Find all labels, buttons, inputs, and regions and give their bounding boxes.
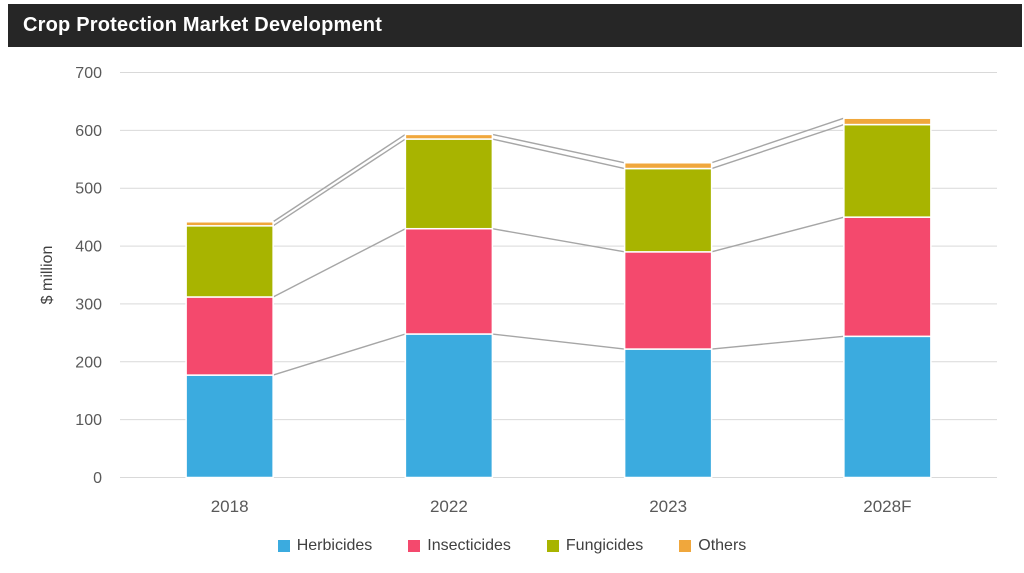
- y-tick-label: 500: [75, 181, 102, 198]
- bar-segment-insecticides-2022: [404, 227, 494, 335]
- y-tick-label: 0: [93, 470, 102, 487]
- series-line-herbicides: [272, 333, 406, 376]
- x-axis-label-2028F: 2028F: [863, 497, 911, 516]
- series-line-herbicides: [711, 335, 844, 350]
- y-tick-label: 200: [75, 354, 102, 371]
- page-title: Crop Protection Market Development: [23, 14, 383, 36]
- y-tick-label: 600: [75, 123, 102, 140]
- bar-segment-herbicides-2028F: [843, 335, 932, 479]
- y-tick-label: 300: [75, 296, 102, 313]
- bar-segment-others-2018: [185, 221, 274, 227]
- y-tick-label: 700: [75, 65, 102, 82]
- legend-item-insecticides: Insecticides: [408, 537, 511, 555]
- series-line-insecticides: [711, 216, 845, 253]
- series-line-others: [492, 133, 625, 164]
- title-bar: Crop Protection Market Development: [8, 4, 1022, 47]
- bar-segment-herbicides-2018: [185, 374, 274, 479]
- legend-swatch-icon: [277, 540, 290, 552]
- bar-segment-others-2023: [623, 162, 713, 170]
- series-line-insecticides: [492, 228, 625, 253]
- x-axis-label-2018: 2018: [211, 497, 249, 516]
- bar-segment-others-2022: [404, 133, 494, 140]
- legend-item-fungicides: Fungicides: [546, 537, 644, 555]
- bar-segment-others-2028F: [843, 117, 932, 126]
- legend-label: Insecticides: [427, 537, 511, 554]
- legend-label: Fungicides: [565, 537, 644, 554]
- bar-segment-fungicides-2018: [185, 225, 274, 298]
- y-tick-label: 400: [75, 239, 102, 256]
- series-line-fungicides: [272, 138, 406, 227]
- bar-segment-insecticides-2028F: [843, 216, 932, 338]
- bar-segment-fungicides-2022: [404, 138, 494, 230]
- bar-segment-insecticides-2018: [185, 296, 274, 376]
- y-tick-label: 100: [75, 412, 102, 429]
- legend-swatch-icon: [408, 540, 421, 552]
- x-axis-label-2023: 2023: [649, 497, 687, 516]
- bar-segment-fungicides-2023: [623, 167, 713, 253]
- y-axis-title: $ million: [39, 246, 56, 305]
- series-line-others: [272, 133, 406, 223]
- bar-segment-insecticides-2023: [623, 251, 713, 350]
- legend-swatch-icon: [679, 540, 692, 552]
- legend-item-herbicides: Herbicides: [277, 537, 373, 555]
- bar-segment-fungicides-2028F: [843, 123, 932, 218]
- legend-label: Herbicides: [296, 537, 373, 554]
- x-axis-label-2022: 2022: [430, 497, 468, 516]
- bar-segment-herbicides-2023: [623, 348, 713, 479]
- series-line-fungicides: [711, 123, 845, 170]
- series-line-herbicides: [492, 333, 625, 350]
- legend-label: Others: [698, 537, 747, 554]
- legend-item-others: Others: [679, 537, 746, 555]
- legend-swatch-icon: [546, 540, 559, 552]
- series-line-insecticides: [272, 228, 406, 298]
- bar-segment-herbicides-2022: [404, 333, 494, 479]
- chart-legend: Herbicides Insecticides Fungicides Others: [0, 537, 1024, 555]
- series-line-others: [711, 117, 845, 164]
- series-line-fungicides: [492, 138, 625, 170]
